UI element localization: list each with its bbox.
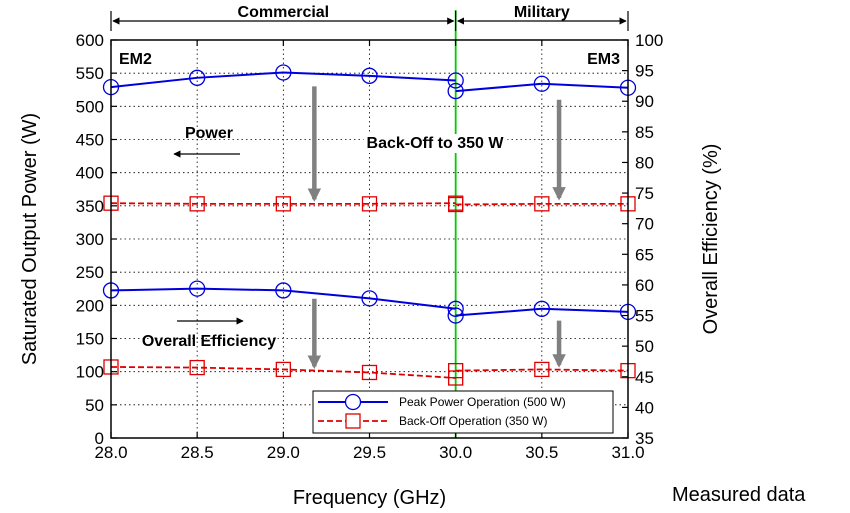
band-label-military: Military — [514, 4, 570, 21]
y-right-tick-label: 80 — [635, 153, 654, 172]
annotation-em3: EM3 — [587, 51, 620, 68]
x-tick-label: 31.0 — [611, 443, 644, 462]
y-left-tick-label: 0 — [95, 429, 104, 448]
y-right-tick-label: 45 — [635, 368, 654, 387]
y-left-tick-label: 500 — [76, 97, 104, 116]
series-line — [110, 366, 456, 379]
x-tick-label: 30.5 — [525, 443, 558, 462]
data-point — [447, 72, 464, 89]
y-right-tick-label: 55 — [635, 307, 654, 326]
legend-label-peak: Peak Power Operation (500 W) — [399, 395, 566, 409]
y-right-tick-label: 90 — [635, 92, 654, 111]
series-line — [455, 307, 629, 317]
x-tick-label: 30.0 — [439, 443, 472, 462]
data-point — [533, 300, 550, 317]
data-point — [275, 282, 292, 299]
backoff-note-background — [363, 134, 508, 153]
y-right-tick-label: 50 — [635, 337, 654, 356]
legend-marker-backoff — [345, 413, 361, 429]
data-point — [447, 82, 464, 100]
series-line — [455, 368, 629, 372]
series-line — [110, 202, 456, 205]
data-point — [189, 196, 205, 212]
data-point — [447, 307, 464, 324]
y-left-tick-label: 150 — [76, 330, 104, 349]
y-left-tick-label: 450 — [76, 131, 104, 150]
data-point — [534, 361, 550, 378]
data-point — [361, 364, 378, 381]
y-right-tick-label: 75 — [635, 184, 654, 203]
legend-marker-peak — [344, 393, 362, 411]
data-point — [189, 69, 206, 86]
y-left-tick-label: 400 — [76, 164, 104, 183]
y-left-tick-label: 250 — [76, 263, 104, 282]
annotation-overall-efficiency: Overall Efficiency — [142, 333, 276, 350]
x-tick-label: 29.0 — [267, 443, 300, 462]
legend-label-backoff: Back-Off Operation (350 W) — [399, 414, 548, 428]
band-header: Commercial Military — [110, 4, 629, 31]
band-label-commercial: Commercial — [238, 4, 330, 21]
y-right-tick-label: 85 — [635, 123, 654, 142]
data-point — [533, 75, 550, 92]
data-point — [275, 361, 291, 378]
y-right-tick-label: 100 — [635, 31, 663, 50]
series-line — [110, 71, 456, 89]
series-line — [455, 202, 628, 206]
x-tick-label: 28.0 — [94, 443, 127, 462]
legend: Peak Power Operation (500 W) Back-Off Op… — [312, 390, 614, 434]
down-arrows — [307, 86, 566, 370]
annotation-power: Power — [185, 125, 233, 142]
legend-box — [312, 390, 614, 434]
data-point — [275, 196, 291, 212]
y-left-tick-label: 350 — [76, 197, 104, 216]
y-axis-title-left: Saturated Output Power (W) — [19, 113, 41, 365]
data-series — [102, 64, 637, 386]
y-right-tick-label: 70 — [635, 215, 654, 234]
y-axis-title-right: Overall Efficiency (%) — [700, 144, 722, 335]
x-tick-label: 29.5 — [353, 443, 386, 462]
y-right-tick-label: 95 — [635, 62, 654, 81]
y-left-tick-label: 50 — [85, 396, 104, 415]
data-point — [361, 67, 378, 84]
axis-ticks: 28.0 28.5 29.0 29.5 30.0 30.5 31.0 0 50 100 150 200… — [76, 31, 664, 462]
data-point — [361, 196, 378, 212]
y-left-tick-label: 100 — [76, 363, 104, 382]
y-left-tick-label: 300 — [76, 230, 104, 249]
y-right-tick-label: 60 — [635, 276, 654, 295]
y-left-tick-label: 200 — [76, 296, 104, 315]
data-point — [448, 362, 464, 379]
y-right-tick-label: 35 — [635, 429, 654, 448]
y-left-tick-label: 600 — [76, 31, 104, 50]
data-point — [361, 290, 378, 307]
data-point — [448, 196, 464, 213]
data-point — [275, 64, 292, 81]
caption: Measured data — [672, 484, 806, 506]
data-point — [534, 196, 550, 212]
series-line — [110, 287, 456, 310]
x-axis-title: Frequency (GHz) — [293, 487, 446, 509]
annotation-backoff-note: Back-Off to 350 W — [367, 135, 505, 152]
data-point — [189, 280, 206, 297]
series-line — [455, 82, 629, 93]
y-right-tick-label: 65 — [635, 245, 654, 264]
grid — [111, 40, 628, 438]
annotation-em2: EM2 — [119, 51, 152, 68]
x-tick-label: 28.5 — [181, 443, 214, 462]
y-left-tick-label: 550 — [76, 64, 104, 83]
data-point — [189, 359, 205, 376]
data-point — [447, 300, 464, 317]
y-right-tick-label: 40 — [635, 398, 654, 417]
